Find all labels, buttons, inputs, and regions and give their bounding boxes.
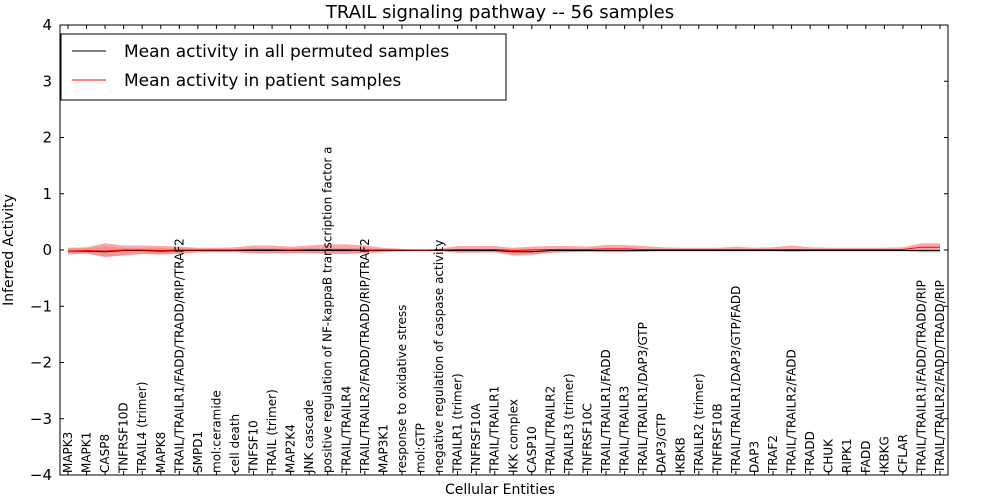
series-line-patient: [67, 246, 940, 252]
x-tick-label: positive regulation of NF-kappaB transcr…: [321, 147, 335, 473]
legend: Mean activity in all permuted samples Me…: [60, 33, 507, 101]
x-tick-label: RIPK1: [840, 438, 854, 473]
x-tick-label: JNK cascade: [302, 400, 316, 474]
x-tick-label: TRAIL/TRAILR1/FADD/TRADD/RIP/TRAF2: [172, 238, 186, 474]
x-axis-tick-labels: MAPK3 MAPK1 CASP8 TNFRSF10D TRAIL4 (trimer) M…: [61, 147, 947, 474]
x-tick-label: TNFRSF10C: [580, 403, 594, 474]
x-tick-label: TNFSF10: [247, 420, 261, 474]
series-lines: [67, 246, 940, 253]
y-tick-label: 4: [42, 16, 52, 34]
x-tick-label: MAP3K1: [376, 424, 390, 473]
x-tick-label: mol:ceramide: [209, 390, 223, 473]
legend-label-permuted: Mean activity in all permuted samples: [124, 42, 449, 62]
x-tick-label: FADD: [859, 441, 873, 474]
x-tick-label: negative regulation of caspase activity: [432, 240, 446, 473]
x-tick-label: SMPD1: [191, 431, 205, 473]
x-tick-label: TRAILR3 (trimer): [562, 373, 576, 474]
x-tick-label: MAPK3: [61, 432, 75, 473]
x-tick-label: response to oxidative stress: [395, 305, 409, 473]
x-tick-label: TRAIL/TRAILR1/DAP3/GTP/FADD: [729, 286, 743, 474]
x-tick-label: TRAIL/TRAILR2/FADD/TRADD/RIP: [933, 280, 947, 474]
x-tick-label: CASP10: [525, 426, 539, 473]
y-axis-title: Inferred Activity: [1, 194, 17, 306]
x-tick-label: TRAIL/TRAILR2/FADD/TRADD/RIP/TRAF2: [358, 238, 372, 474]
x-tick-label: TRAIL (trimer): [265, 389, 279, 474]
x-tick-label: mol:GTP: [414, 423, 428, 473]
y-axis-ticks: 4 3 2 1 0 −1 −2 −3 −4: [30, 16, 948, 484]
x-tick-label: TRAF2: [766, 435, 780, 474]
x-tick-label: MAP2K4: [284, 424, 298, 473]
x-tick-label: TNFRSF10D: [117, 402, 131, 474]
x-tick-label: TNFRSF10A: [469, 403, 483, 474]
y-tick-label: 2: [42, 129, 52, 147]
x-tick-label: CFLAR: [896, 434, 910, 473]
x-tick-label: TRAILR1 (trimer): [451, 373, 465, 474]
y-tick-label: −3: [30, 410, 52, 428]
x-tick-label: cell death: [228, 414, 242, 473]
x-tick-label: MAPK1: [80, 432, 94, 473]
x-tick-label: IKBKB: [673, 437, 687, 473]
y-tick-label: −4: [30, 466, 52, 484]
y-tick-label: 3: [42, 72, 52, 90]
chart-title: TRAIL signaling pathway -- 56 samples: [325, 2, 674, 23]
x-tick-label: TNFRSF10B: [710, 403, 724, 474]
x-tick-label: TRAIL4 (trimer): [135, 382, 149, 474]
series-line-permuted: [68, 250, 940, 253]
x-tick-label: TRAIL/TRAILR1/DAP3/GTP: [636, 322, 650, 474]
x-tick-label: TRAIL/TRAILR2: [543, 386, 557, 474]
x-tick-label: CASP8: [98, 434, 112, 473]
x-tick-label: MAPK8: [154, 432, 168, 473]
x-tick-label: TRAILR2 (trimer): [692, 373, 706, 474]
y-tick-label: −2: [30, 354, 52, 372]
x-axis-title: Cellular Entities: [445, 482, 555, 498]
x-tick-label: TRAIL/TRAILR1/FADD/TRADD/RIP: [914, 280, 928, 474]
x-tick-label: TRAIL/TRAILR2/FADD: [785, 349, 799, 474]
x-tick-label: IKBKG: [877, 436, 891, 473]
x-tick-label: TRAIL/TRAILR1: [488, 386, 502, 474]
legend-label-patient: Mean activity in patient samples: [124, 71, 401, 91]
y-tick-label: −1: [30, 297, 52, 315]
x-tick-label: TRADD: [803, 431, 817, 474]
x-tick-label: TRAIL/TRAILR4: [339, 386, 353, 474]
y-tick-label: 1: [42, 185, 52, 203]
x-tick-label: DAP3: [747, 441, 761, 473]
x-tick-label: IKK complex: [506, 399, 520, 473]
legend-box: [60, 33, 507, 101]
x-tick-label: TRAIL/TRAILR3: [618, 386, 632, 474]
y-tick-label: 0: [42, 241, 52, 259]
x-tick-label: TRAIL/TRAILR1/FADD: [599, 349, 613, 474]
x-tick-label: CHUK: [822, 438, 836, 473]
x-tick-label: DAP3/GTP: [655, 413, 669, 473]
x-axis-ticks: [67, 25, 941, 475]
